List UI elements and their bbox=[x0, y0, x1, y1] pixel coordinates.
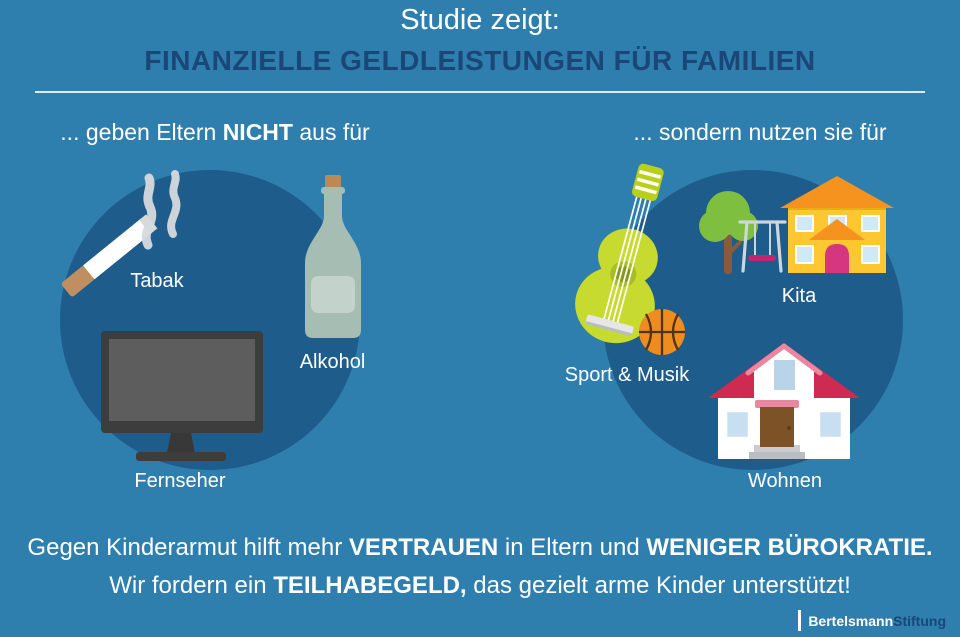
label-wohnen: Wohnen bbox=[747, 470, 823, 492]
footer-line2-bold: TEILHABEGELD, bbox=[273, 572, 467, 599]
footer-line-2: Wir fordern ein TEILHABEGELD, das geziel… bbox=[0, 572, 960, 600]
footer-line2-suffix: das gezielt arme Kinder unterstützt! bbox=[466, 572, 851, 599]
house-icon bbox=[708, 343, 860, 459]
label-alkohol: Alkohol bbox=[299, 351, 366, 373]
swing-icon bbox=[738, 220, 787, 273]
left-heading-bold: NICHT bbox=[222, 119, 293, 145]
left-heading-prefix: ... geben Eltern bbox=[60, 119, 223, 145]
label-fernseher: Fernseher bbox=[134, 470, 226, 492]
label-sport-musik: Sport & Musik bbox=[564, 364, 690, 386]
header-divider bbox=[35, 91, 925, 93]
footer-line1-bold1: VERTRAUEN bbox=[348, 534, 499, 561]
bertelsmann-stiftung-logo: Bertelsmann Stiftung bbox=[798, 610, 946, 631]
left-column-heading: ... geben Eltern NICHT aus für bbox=[20, 119, 410, 146]
left-heading-suffix: aus für bbox=[292, 119, 370, 145]
logo-divider-bar bbox=[798, 610, 802, 631]
cigarette-icon bbox=[61, 170, 181, 297]
logo-text-bertelsmann: Bertelsmann bbox=[808, 612, 894, 629]
basketball-icon bbox=[639, 309, 685, 355]
footer-line1-prefix: Gegen Kinderarmut hilft mehr bbox=[27, 534, 349, 561]
tv-icon bbox=[101, 331, 263, 461]
guitar-basketball-icon bbox=[575, 163, 685, 355]
bottle-icon bbox=[305, 175, 361, 338]
label-tabak: Tabak bbox=[130, 270, 184, 292]
tree-icon bbox=[699, 191, 758, 274]
footer-line1-mid: in Eltern und bbox=[498, 534, 647, 561]
kicker-text: Studie zeigt: bbox=[400, 4, 560, 36]
school-building-icon bbox=[780, 176, 894, 273]
page-title: FINANZIELLE GELDLEISTUNGEN FÜR FAMILIEN bbox=[144, 45, 816, 76]
kindergarten-icon bbox=[699, 176, 894, 274]
footer-line2-prefix: Wir fordern ein bbox=[109, 572, 274, 599]
footer-line-1: Gegen Kinderarmut hilft mehr VERTRAUEN i… bbox=[0, 534, 960, 562]
label-kita: Kita bbox=[781, 285, 817, 307]
footer-line1-bold2: WENIGER BÜROKRATIE. bbox=[646, 534, 933, 561]
logo-text-stiftung: Stiftung bbox=[893, 612, 946, 629]
right-column-heading: ... sondern nutzen sie für bbox=[633, 119, 887, 145]
